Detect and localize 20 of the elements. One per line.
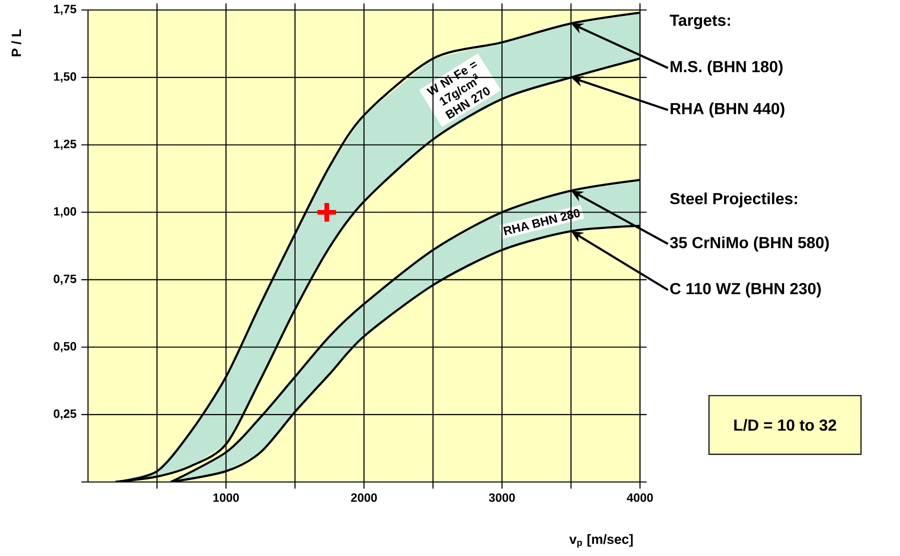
text: RHA (BHN 440) xyxy=(670,102,784,118)
text: 35 CrNiMo (BHN 580) xyxy=(670,236,829,252)
y-tick-label: 0,50 xyxy=(54,342,76,352)
y-tick-label: 1,00 xyxy=(54,207,76,218)
legend-label: M.S. (BHN 180) xyxy=(670,60,783,76)
y-tick-label: 1,75 xyxy=(54,4,76,16)
y-tick-label: 0,25 xyxy=(54,409,76,420)
text: Steel Projectiles: xyxy=(670,192,797,208)
legend-label: C 110 WZ (BHN 230) xyxy=(670,282,821,298)
x-tick-label: 2000 xyxy=(351,493,377,502)
y-tick-label: 1,50 xyxy=(54,72,76,83)
y-tick-label: 0,75 xyxy=(54,274,76,285)
text: L/D = 10 to 32 xyxy=(734,419,836,431)
x-axis-title: v$_{p}$ [m/sec] xyxy=(569,534,633,548)
y-tick-label: 1,25 xyxy=(54,140,76,150)
y-axis-title: P / L xyxy=(11,29,22,56)
x-tick-label: 3000 xyxy=(488,493,515,502)
x-tick-label: 4000 xyxy=(626,493,653,502)
text: Targets: xyxy=(670,14,730,30)
x-tick-label: 1000 xyxy=(213,493,239,502)
